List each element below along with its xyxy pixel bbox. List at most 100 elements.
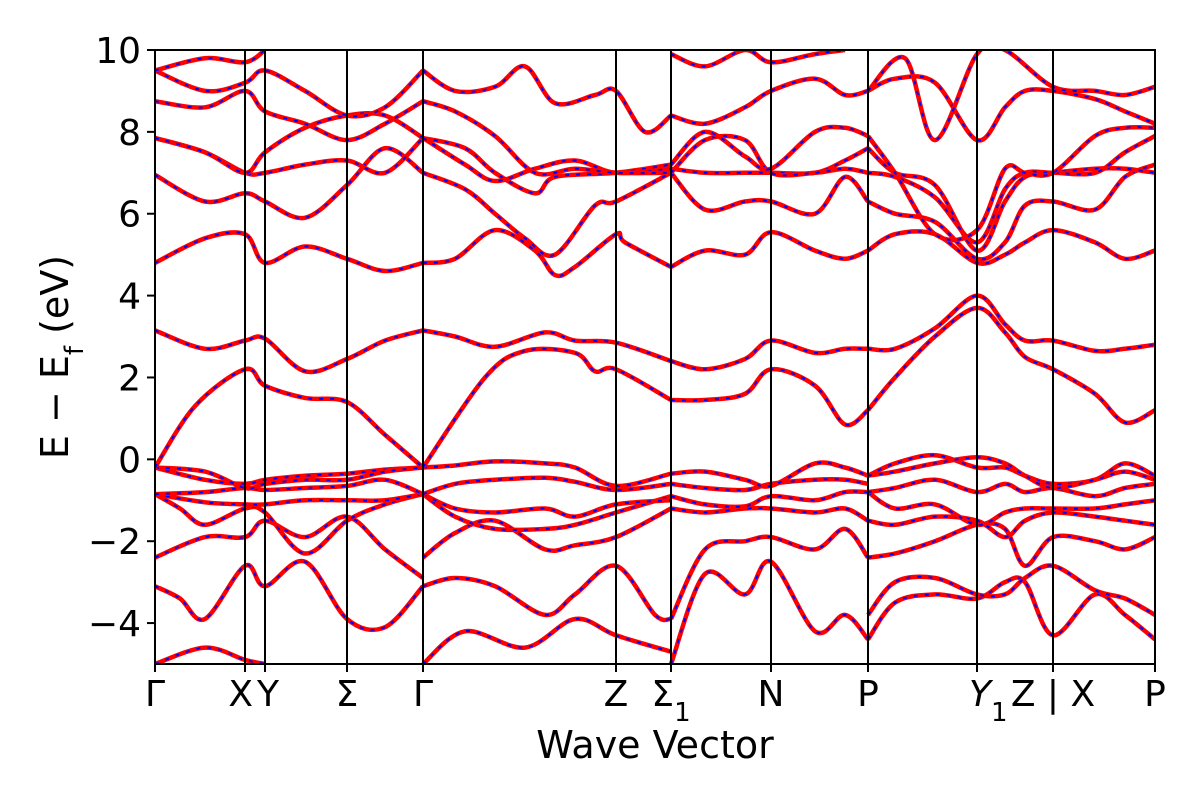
x-tick-label-8: P	[857, 674, 879, 715]
band-line-16	[155, 50, 267, 73]
band-line-overlay-45	[670, 77, 869, 125]
band-line-overlay-9	[155, 329, 424, 373]
band-line-40	[669, 229, 869, 269]
band-line-overlay-62	[867, 75, 1155, 142]
band-line-overlay-38	[670, 368, 869, 427]
y-tick-label-3: 4	[118, 277, 141, 318]
band-line-20	[421, 492, 672, 533]
x-tick-label-9: Y1	[969, 674, 1008, 728]
band-line-overlay-6	[155, 466, 424, 485]
x-tick-label-1: X	[228, 674, 253, 715]
band-line-8	[155, 366, 425, 470]
x-tick-label-2: Y	[256, 674, 280, 715]
band-line-4	[155, 491, 424, 507]
band-line-overlay-53	[867, 454, 1155, 486]
band-line-overlay-11	[155, 147, 424, 220]
band-line-47	[866, 575, 1155, 642]
band-line-50	[867, 510, 1155, 540]
x-tick-label-0: Γ	[145, 674, 165, 715]
band-line-overlay-49	[867, 522, 1155, 567]
band-line-overlay-39	[670, 339, 869, 371]
band-line-13	[155, 111, 425, 176]
band-line-overlay-27	[422, 171, 672, 257]
y-axis-label-unit: (eV)	[33, 255, 77, 346]
band-line-overlay-0	[155, 646, 266, 664]
x-tick-label-3: Σ	[336, 674, 359, 715]
band-line-26	[422, 227, 673, 279]
x-tick-label-text-8: P	[857, 674, 879, 715]
band-line-overlay-41	[670, 172, 869, 216]
y-tick-label-2: 6	[118, 195, 141, 236]
band-line-overlay-18	[422, 564, 672, 621]
band-line-25	[422, 328, 672, 364]
band-line-39	[670, 338, 869, 372]
x-tick-label-text-4: Γ	[413, 674, 433, 715]
band-line-overlay-55	[867, 306, 1155, 424]
x-tick-label-4: Γ	[413, 674, 433, 715]
band-line-overlay-46	[670, 50, 846, 68]
plot-frame	[154, 49, 1156, 665]
y-axis-ticks: 10 8 6 4 2 0 −2 −4	[88, 31, 155, 645]
band-line-overlay-35	[670, 490, 869, 508]
band-line-63	[866, 50, 1155, 143]
band-line-48	[866, 563, 1155, 617]
y-tick-label-4: 2	[118, 358, 141, 399]
x-tick-label-text-3: Σ	[336, 674, 359, 715]
band-line-overlay-57	[867, 229, 1155, 265]
x-tick-label-subscript-6: 1	[674, 698, 691, 728]
band-line-12	[155, 135, 425, 177]
band-line-overlay-16	[155, 50, 266, 72]
band-line-61	[866, 124, 1155, 243]
band-line-45	[670, 76, 869, 127]
band-line-overlay-14	[155, 89, 424, 142]
band-line-9	[155, 328, 424, 375]
band-line-overlay-60	[867, 135, 1155, 244]
band-line-10	[155, 230, 424, 274]
band-line-overlay-31	[422, 65, 672, 134]
band-line-overlay-13	[155, 112, 424, 174]
x-tick-label-5: Z	[604, 674, 629, 715]
band-line-overlay-26	[422, 229, 672, 277]
y-tick-label-5: 0	[118, 440, 141, 481]
x-tick-label-text-11: P	[1144, 674, 1166, 715]
y-tick-label-1: 8	[118, 113, 141, 154]
band-line-32	[668, 558, 870, 664]
x-tick-label-10: Z | X	[1011, 674, 1095, 715]
y-axis-label: E − Ef (eV)	[33, 255, 90, 459]
band-line-52	[867, 477, 1155, 499]
high-symmetry-lines	[244, 50, 1054, 664]
band-line-overlay-7	[155, 466, 424, 490]
band-line-11	[155, 145, 425, 221]
band-line-overlay-50	[867, 511, 1155, 539]
y-tick-label-6: −2	[88, 522, 141, 563]
band-line-24	[421, 346, 673, 469]
band-line-18	[422, 563, 672, 623]
band-line-overlay-23	[422, 460, 672, 487]
band-line-overlay-1	[155, 560, 424, 631]
band-line-overlay-47	[867, 576, 1155, 641]
band-line-0	[155, 645, 266, 664]
x-tick-label-text-2: Y	[256, 674, 280, 715]
band-line-55	[866, 305, 1155, 426]
x-tick-label-text-5: Z	[604, 674, 629, 715]
band-line-17	[421, 616, 672, 664]
x-axis-label: Wave Vector	[536, 723, 774, 767]
band-line-46	[670, 50, 846, 69]
band-line-31	[421, 64, 673, 135]
x-tick-label-subscript-9: 1	[991, 698, 1008, 728]
band-line-overlay-15	[155, 69, 424, 118]
band-line-33	[668, 526, 870, 620]
band-line-overlay-44	[670, 125, 869, 171]
band-series-layer	[155, 50, 1155, 664]
x-tick-label-11: P	[1144, 674, 1166, 715]
y-axis-label-subscript: f	[60, 345, 90, 355]
band-line-overlay-54	[867, 456, 1155, 490]
band-line-overlay-17	[422, 617, 672, 664]
band-line-35	[670, 489, 869, 510]
band-line-overlay-8	[155, 367, 424, 469]
x-tick-label-text-9: Y	[969, 674, 994, 715]
y-tick-label-7: −4	[88, 604, 141, 645]
band-line-overlay-59	[867, 147, 1155, 252]
